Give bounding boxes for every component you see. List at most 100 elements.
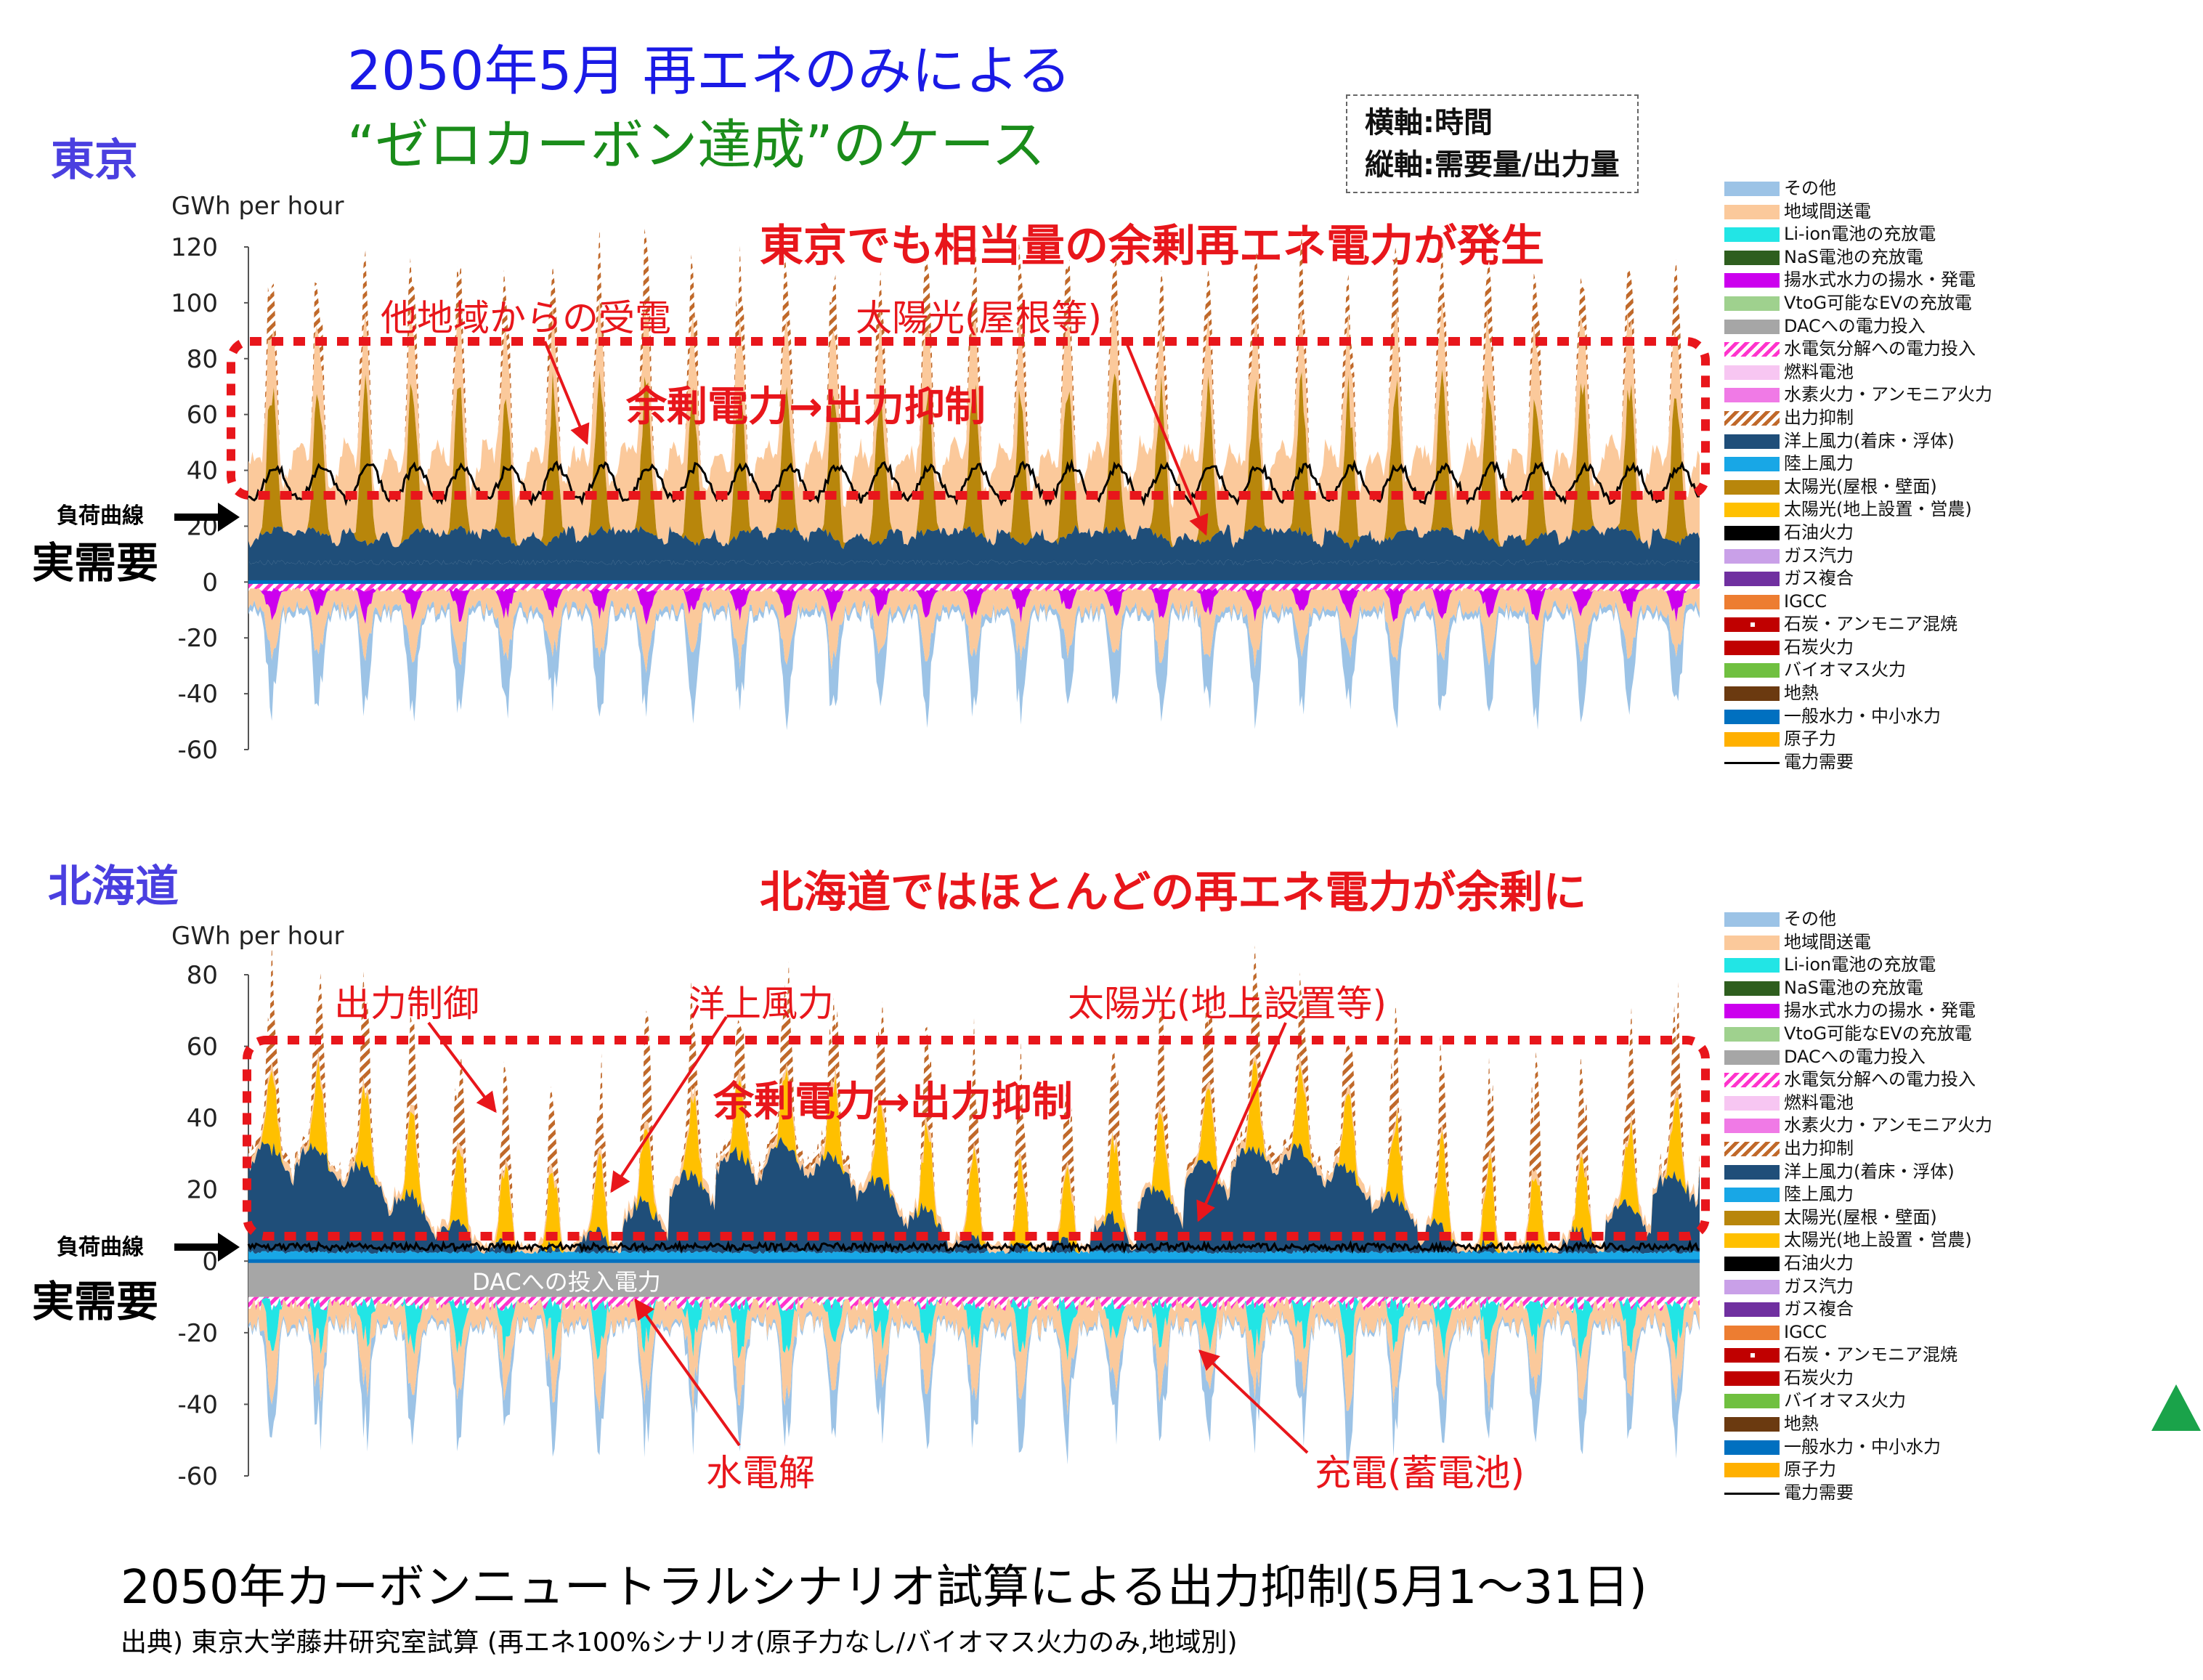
axis-note-y: 縦軸:需要量/出力量 bbox=[1365, 148, 1620, 182]
legend-label: ガス複合 bbox=[1784, 568, 1854, 589]
arrow-hk-electrolysis bbox=[634, 1298, 741, 1447]
legend-label: 洋上風力(着床・浮体) bbox=[1784, 430, 1955, 451]
legend-swatch bbox=[1724, 1492, 1780, 1495]
legend-swatch bbox=[1724, 1050, 1780, 1065]
legend-swatch bbox=[1724, 1004, 1780, 1019]
y-tick-label: 60 bbox=[187, 401, 218, 430]
y-tick-label: 20 bbox=[187, 1176, 218, 1205]
y-tick-label: 0 bbox=[202, 568, 218, 597]
legend-swatch bbox=[1724, 1119, 1780, 1134]
legend-label: IGCC bbox=[1784, 1321, 1827, 1342]
green-triangle-icon bbox=[2151, 1384, 2201, 1431]
legend-label: 揚水式水力の揚水・発電 bbox=[1784, 1000, 1976, 1021]
arrow-hk-charge bbox=[1198, 1350, 1309, 1454]
legend-label: 洋上風力(着床・浮体) bbox=[1784, 1161, 1955, 1182]
legend-swatch bbox=[1724, 686, 1780, 702]
legend-label: バイオマス火力 bbox=[1784, 660, 1906, 681]
series-other-neg-area bbox=[248, 1309, 1700, 1466]
series-import-neg-area bbox=[248, 588, 1700, 673]
series-other-neg-area bbox=[248, 599, 1700, 731]
legend-label: 陸上風力 bbox=[1784, 453, 1854, 474]
legend-swatch bbox=[1724, 1394, 1780, 1409]
legend-swatch bbox=[1724, 572, 1780, 587]
surplus-label-tokyo: 余剰電力→出力抑制 bbox=[626, 384, 986, 431]
y-tick-label: -60 bbox=[177, 1462, 218, 1491]
legend-label: DACへの電力投入 bbox=[1784, 1046, 1926, 1067]
legend-swatch bbox=[1724, 1325, 1780, 1340]
legend-label: 揚水式水力の揚水・発電 bbox=[1784, 269, 1976, 291]
legend-swatch bbox=[1724, 640, 1780, 655]
legend-label: 石炭・アンモニア混焼 bbox=[1784, 1344, 1958, 1365]
y-tick-label: -60 bbox=[177, 736, 218, 765]
legend-label: 電力需要 bbox=[1784, 1482, 1854, 1503]
series-charge-area bbox=[248, 1296, 1700, 1362]
headline-hokkaido: 北海道ではほとんどの再エネ電力が余剰に bbox=[760, 867, 1587, 918]
legend-label: 水素火力・アンモニア火力 bbox=[1784, 1115, 1993, 1136]
legend-swatch bbox=[1724, 958, 1780, 973]
legend-label: 地熱 bbox=[1784, 683, 1819, 704]
legend-swatch bbox=[1724, 709, 1780, 724]
legend-swatch bbox=[1724, 981, 1780, 996]
legend-label: 出力抑制 bbox=[1784, 407, 1854, 428]
legend-label: 原子力 bbox=[1784, 1459, 1836, 1480]
arrow-hk-solar-ground bbox=[1196, 1022, 1287, 1222]
y-tick-label: 80 bbox=[187, 345, 218, 374]
legend-swatch bbox=[1724, 1233, 1780, 1249]
legend-label: 石油火力 bbox=[1784, 522, 1854, 543]
legend-swatch bbox=[1724, 761, 1780, 764]
legend-label: 水電気分解への電力投入 bbox=[1784, 338, 1976, 360]
y-tick-label: -40 bbox=[177, 1390, 218, 1419]
y-tick-label: 0 bbox=[202, 1247, 218, 1276]
series-demand-line bbox=[247, 1239, 1700, 1254]
legend-label: ガス汽力 bbox=[1784, 545, 1854, 566]
series-wind-area bbox=[248, 1137, 1700, 1254]
title-line1: 2050年5月 再エネのみによる bbox=[347, 40, 1071, 102]
legend-label: Li-ion電池の充放電 bbox=[1784, 954, 1936, 975]
legend-label: 燃料電池 bbox=[1784, 361, 1854, 382]
footer-source: 出典) 東京大学藤井研究室試算 (再エネ100%シナリオ(原子力なし/バイオマス… bbox=[121, 1628, 1238, 1657]
legend-swatch bbox=[1724, 227, 1780, 243]
y-tick-label: 100 bbox=[171, 289, 218, 318]
arrow-tokyo-solar-roof bbox=[1124, 341, 1209, 536]
actual-demand-label-tokyo: 実需要 bbox=[32, 538, 159, 588]
legend-label: バイオマス火力 bbox=[1784, 1390, 1906, 1411]
legend-swatch bbox=[1724, 388, 1780, 403]
series-solar-area bbox=[248, 1060, 1700, 1254]
legend-swatch bbox=[1724, 204, 1780, 219]
legend-label: 一般水力・中小水力 bbox=[1784, 705, 1941, 726]
legend-label: その他 bbox=[1784, 909, 1836, 929]
legend-label: 出力抑制 bbox=[1784, 1137, 1854, 1158]
arrow-tokyo-import bbox=[543, 341, 590, 445]
legend-label: 太陽光(地上設置・営農) bbox=[1784, 499, 1972, 520]
legend-label: 原子力 bbox=[1784, 729, 1836, 750]
legend-label: 地域間送電 bbox=[1784, 931, 1871, 952]
load-curve-label-tokyo: 負荷曲線 bbox=[57, 503, 144, 529]
legend-swatch bbox=[1724, 1302, 1780, 1318]
series-charge-area bbox=[248, 588, 1700, 625]
legend-swatch bbox=[1724, 935, 1780, 950]
legend-swatch bbox=[1724, 365, 1780, 380]
legend-swatch bbox=[1724, 479, 1780, 495]
legend-label: VtoG可能なEVの充放電 bbox=[1784, 292, 1972, 313]
footer-title: 2050年カーボンニュートラルシナリオ試算による出力抑制(5月1〜31日) bbox=[121, 1561, 1647, 1615]
title-line2: “ゼロカーボン達成”のケース bbox=[347, 114, 1045, 176]
legend-swatch bbox=[1724, 594, 1780, 609]
legend-swatch bbox=[1724, 1348, 1780, 1363]
legend-label: 一般水力・中小水力 bbox=[1784, 1436, 1941, 1457]
legend-label: 地域間送電 bbox=[1784, 200, 1871, 222]
y-tick-label: 60 bbox=[187, 1033, 218, 1062]
legend-swatch bbox=[1724, 1463, 1780, 1478]
legend-label: 石油火力 bbox=[1784, 1252, 1854, 1273]
series-dac-area bbox=[248, 1261, 1700, 1297]
series-curtail-area bbox=[248, 227, 1700, 508]
legend-swatch bbox=[1724, 1095, 1780, 1111]
arrow-hk-offshore bbox=[610, 1015, 728, 1193]
legend-swatch bbox=[1724, 1417, 1780, 1432]
series-wind-area bbox=[248, 524, 1700, 566]
region-title-tokyo: 東京 bbox=[51, 135, 138, 186]
legend-swatch bbox=[1724, 1188, 1780, 1203]
legend-label: 電力需要 bbox=[1784, 751, 1854, 772]
y-tick-label: 40 bbox=[187, 457, 218, 486]
legend-swatch bbox=[1724, 273, 1780, 288]
